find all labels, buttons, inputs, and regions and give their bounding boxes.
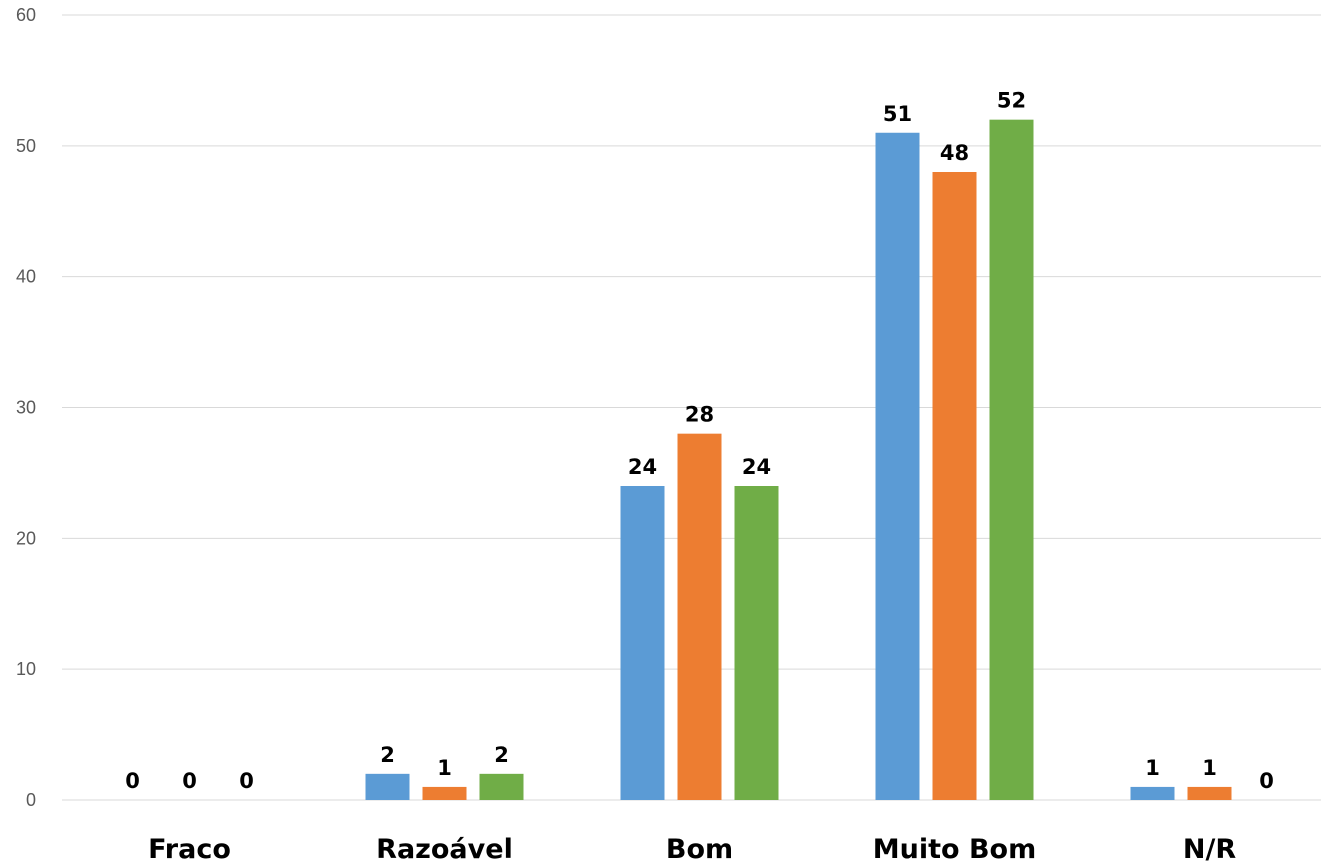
bar xyxy=(422,786,467,800)
data-label: 1 xyxy=(1202,756,1217,780)
bar xyxy=(932,172,977,800)
bar xyxy=(365,773,410,800)
x-category-label: Razoável xyxy=(376,834,513,863)
y-tick-label: 30 xyxy=(16,398,36,418)
data-label: 0 xyxy=(1259,769,1274,793)
bar xyxy=(1130,786,1175,800)
data-label: 24 xyxy=(628,455,657,479)
data-label: 51 xyxy=(883,102,912,126)
y-axis-ticks: 0 10 20 30 40 50 60 xyxy=(16,5,36,810)
bar xyxy=(734,486,779,800)
data-label: 28 xyxy=(685,403,714,427)
y-tick-label: 20 xyxy=(16,528,36,548)
data-label: 0 xyxy=(239,769,254,793)
y-tick-label: 60 xyxy=(16,5,36,25)
data-label: 0 xyxy=(125,769,140,793)
data-label: 24 xyxy=(742,455,771,479)
y-tick-label: 10 xyxy=(16,659,36,679)
data-label: 1 xyxy=(1145,756,1160,780)
data-labels: 0 0 0 2 1 2 24 28 24 51 48 52 1 1 0 xyxy=(125,89,1274,793)
bar xyxy=(620,486,665,800)
x-category-label: N/R xyxy=(1183,834,1236,863)
bar xyxy=(989,119,1034,800)
data-label: 2 xyxy=(494,743,509,767)
x-category-label: Fraco xyxy=(148,834,231,863)
bar xyxy=(677,433,722,800)
bars xyxy=(365,119,1232,800)
data-label: 48 xyxy=(940,141,969,165)
bar xyxy=(1187,786,1232,800)
y-tick-label: 0 xyxy=(26,790,36,810)
data-label: 2 xyxy=(380,743,395,767)
data-label: 52 xyxy=(997,89,1026,113)
data-label: 1 xyxy=(437,756,452,780)
bar xyxy=(875,132,920,800)
x-axis-categories: Fraco Razoável Bom Muito Bom N/R xyxy=(148,834,1236,863)
data-label: 0 xyxy=(182,769,197,793)
x-category-label: Bom xyxy=(666,834,733,863)
y-tick-label: 40 xyxy=(16,267,36,287)
y-tick-label: 50 xyxy=(16,136,36,156)
x-category-label: Muito Bom xyxy=(873,834,1036,863)
bar xyxy=(479,773,524,800)
